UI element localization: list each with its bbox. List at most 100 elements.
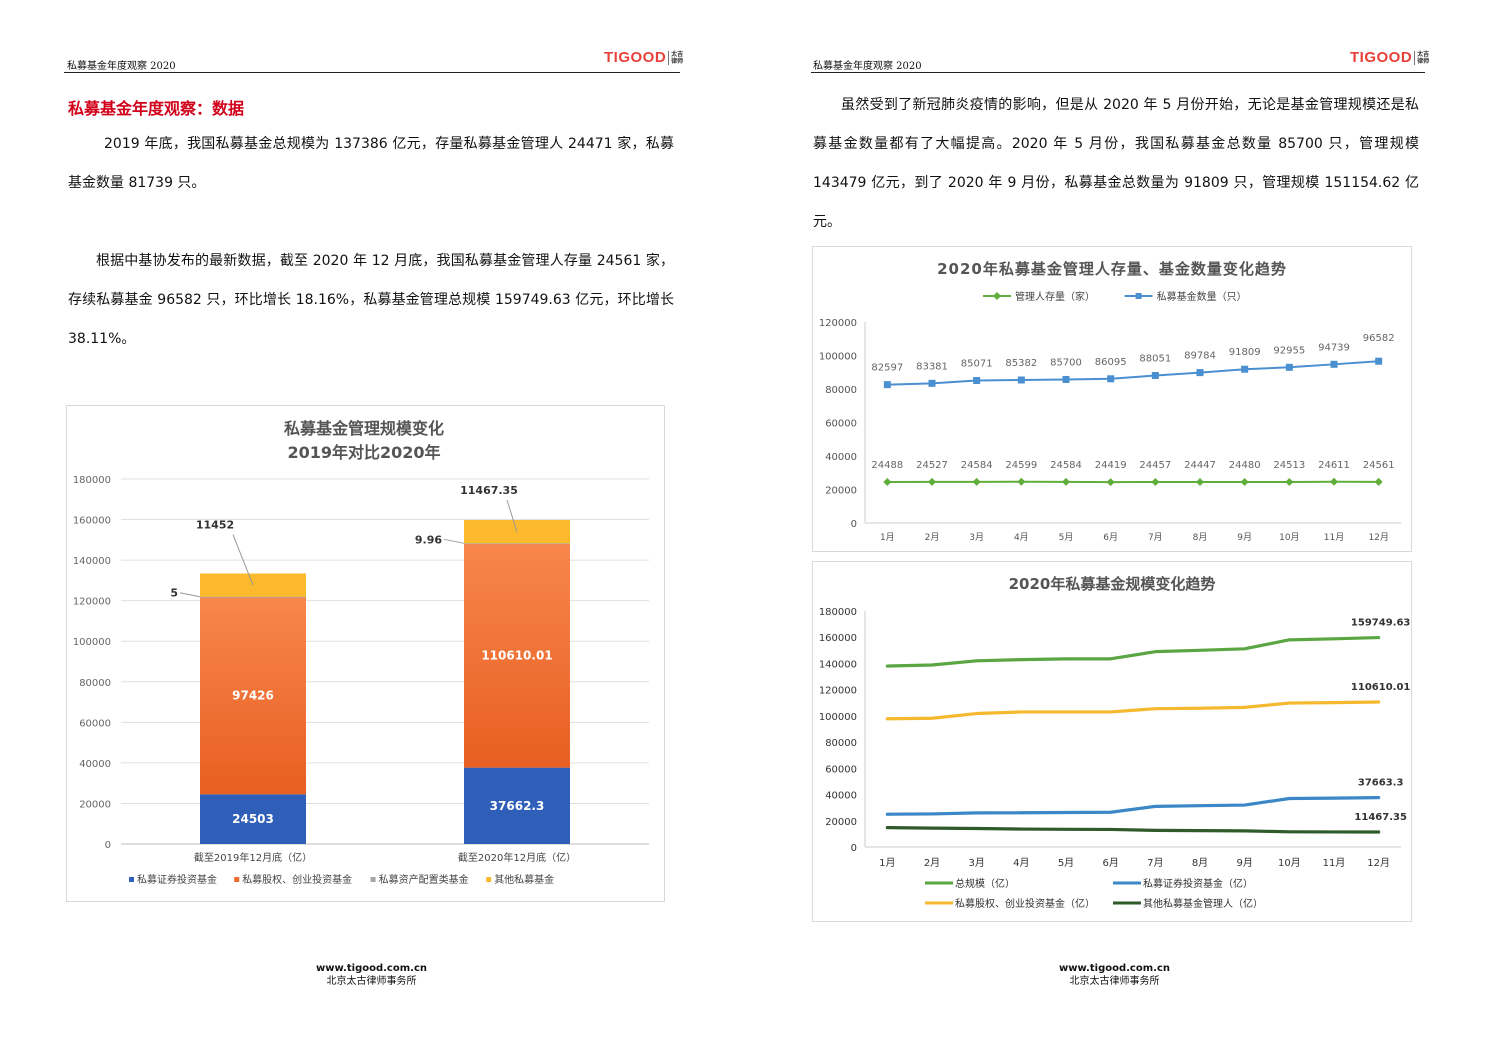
series-line	[885, 825, 1381, 834]
footer-url[interactable]: www.tigood.com.cn	[1058, 963, 1170, 974]
y-tick-label: 100000	[819, 352, 857, 363]
y-tick-label: 20000	[79, 799, 111, 810]
data-label: 24447	[1184, 460, 1216, 471]
y-tick-label: 80000	[825, 385, 857, 396]
paragraph-1: 2019 年底，我国私募基金总规模为 137386 亿元，存量私募基金管理人 2…	[68, 136, 674, 191]
data-point	[1062, 477, 1070, 486]
data-point	[928, 477, 936, 486]
y-tick-label: 100000	[819, 712, 857, 723]
data-point	[883, 381, 891, 389]
data-label: 83381	[916, 361, 948, 372]
end-data-label: 11467.35	[1354, 812, 1407, 823]
x-tick-label: 9月	[1237, 532, 1252, 543]
data-label: 24611	[1318, 460, 1350, 471]
tigood-logo: TIGOOD 太吉 律师	[604, 49, 684, 66]
bar-data-label: 97426	[232, 689, 274, 703]
bar-segment	[200, 794, 306, 844]
data-label: 85071	[961, 359, 993, 370]
bar-chart-scale: 私募基金管理规模变化 2019年对比2020年 0 20000 40000 60000 80…	[66, 405, 665, 902]
y-tick-label: 180000	[73, 475, 111, 486]
data-label: 96582	[1363, 333, 1395, 344]
bar-segment	[200, 596, 306, 598]
section-title: 私募基金年度观察：数据	[68, 99, 245, 118]
data-point	[1196, 478, 1204, 487]
end-data-label: 37663.3	[1358, 778, 1404, 789]
line-chart-scale: 2020年私募基金规模变化趋势 0 20000 40000 60000 80000 1000…	[812, 561, 1412, 922]
data-point	[1151, 478, 1160, 487]
x-tick-label: 截至2020年12月底（亿）	[458, 851, 576, 864]
data-point	[1062, 375, 1070, 383]
y-tick-label: 120000	[819, 686, 857, 697]
footer-firm: 北京太古律师事务所	[326, 976, 417, 987]
data-point	[928, 379, 936, 387]
data-label: 24488	[871, 460, 903, 471]
legend-marker	[993, 292, 1001, 300]
data-point	[1106, 478, 1115, 487]
data-label: 24584	[961, 460, 993, 471]
x-tick-label: 10月	[1279, 532, 1299, 543]
y-tick-label: 120000	[73, 597, 111, 608]
series-line	[885, 796, 1381, 816]
x-tick-label: 5月	[1059, 532, 1074, 543]
footer-url[interactable]: www.tigood.com.cn	[315, 963, 427, 974]
data-label: 86095	[1095, 357, 1127, 368]
x-tick-label: 3月	[968, 857, 984, 869]
data-label: 91809	[1229, 347, 1261, 358]
series-line	[887, 360, 1379, 386]
y-tick-label: 140000	[819, 659, 857, 670]
legend-label: 其他私募基金	[494, 873, 554, 886]
data-point	[973, 377, 981, 385]
header-title: 私募基金年度观察 2020	[67, 61, 176, 72]
bar-segment	[464, 520, 570, 544]
footer-firm: 北京太古律师事务所	[1069, 976, 1160, 987]
x-tick-label: 6月	[1103, 532, 1118, 543]
bar-segment	[464, 543, 570, 768]
data-label: 24513	[1273, 460, 1305, 471]
bar-data-label: 11452	[196, 519, 234, 532]
data-label: 24457	[1139, 460, 1171, 471]
end-data-label: 159749.63	[1351, 618, 1411, 629]
x-tick-label: 11月	[1324, 532, 1344, 543]
data-label: 85382	[1005, 358, 1037, 369]
legend-label: 私募股权、创业投资基金	[242, 873, 352, 886]
bar-data-label: 9.96	[415, 533, 442, 546]
x-tick-label: 2月	[924, 857, 940, 869]
x-tick-label: 12月	[1367, 857, 1390, 869]
legend-marker	[1135, 293, 1142, 299]
line-chart-scale-svg: 2020年私募基金规模变化趋势 0 20000 40000 60000 80000 1000…	[819, 575, 1411, 910]
data-label: 24527	[916, 460, 948, 471]
data-label: 24599	[1005, 460, 1037, 471]
data-point	[972, 477, 981, 486]
y-tick-label: 20000	[825, 817, 857, 828]
leader-line	[443, 538, 465, 544]
data-point	[883, 477, 892, 486]
bar-segment	[464, 543, 570, 545]
data-point	[1375, 357, 1383, 365]
tigood-logo: TIGOOD 太吉 律师	[1350, 49, 1430, 66]
x-tick-label: 1月	[879, 857, 895, 869]
y-tick-label: 160000	[819, 633, 857, 644]
data-point	[1285, 363, 1293, 371]
y-tick-label: 0	[851, 519, 857, 530]
data-point	[1285, 477, 1294, 486]
data-point	[1374, 477, 1383, 486]
chart-title: 2020年私募基金管理人存量、基金数量变化趋势	[937, 260, 1287, 278]
y-tick-label: 20000	[825, 486, 857, 497]
legend-label: 私募股权、创业投资基金（亿）	[955, 897, 1095, 910]
data-point	[1017, 477, 1026, 486]
y-tick-label: 60000	[825, 419, 857, 430]
x-tick-label: 9月	[1236, 857, 1252, 869]
data-point	[1330, 360, 1338, 368]
leader-line	[179, 592, 201, 598]
data-point	[1017, 376, 1025, 384]
x-tick-label: 10月	[1278, 857, 1301, 869]
x-tick-label: 5月	[1058, 857, 1074, 869]
x-tick-label: 2月	[925, 532, 940, 543]
bar-segment	[200, 573, 306, 597]
end-data-label: 110610.01	[1351, 682, 1411, 693]
header-rule	[811, 72, 1425, 73]
data-label: 88051	[1139, 354, 1171, 365]
chart-subtitle: 2019年对比2020年	[287, 443, 440, 462]
chart-title: 2020年私募基金规模变化趋势	[1009, 575, 1216, 593]
bar-chart-svg: 私募基金管理规模变化 2019年对比2020年 0 20000 40000 60000 80…	[73, 419, 649, 886]
